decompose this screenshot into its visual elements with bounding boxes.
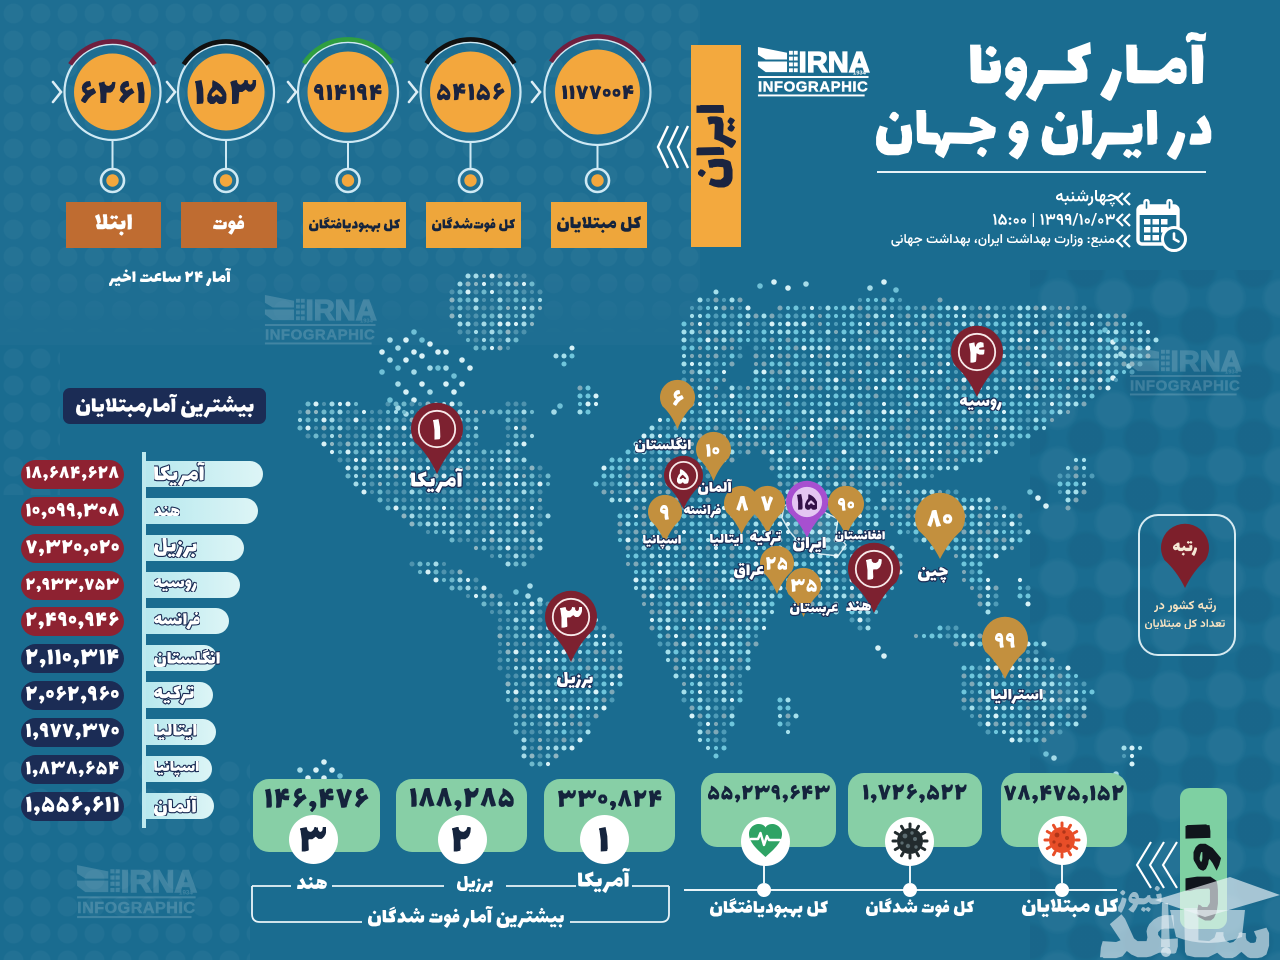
svg-text:IRNA: IRNA [121, 864, 197, 899]
svg-text:1934: 1934 [179, 890, 193, 897]
svg-text:INFOGRAPHIC: INFOGRAPHIC [758, 79, 868, 96]
svg-text:1934: 1934 [853, 71, 867, 77]
svg-text:IRNA: IRNA [799, 47, 870, 79]
svg-text:IRNA: IRNA [306, 295, 377, 327]
svg-text:INFOGRAPHIC: INFOGRAPHIC [1130, 378, 1240, 395]
svg-text:1934: 1934 [360, 319, 374, 325]
svg-text:INFOGRAPHIC: INFOGRAPHIC [77, 899, 195, 917]
svg-text:IRNA: IRNA [1171, 346, 1242, 378]
svg-text:INFOGRAPHIC: INFOGRAPHIC [265, 327, 375, 344]
svg-text:1934: 1934 [1225, 370, 1239, 376]
